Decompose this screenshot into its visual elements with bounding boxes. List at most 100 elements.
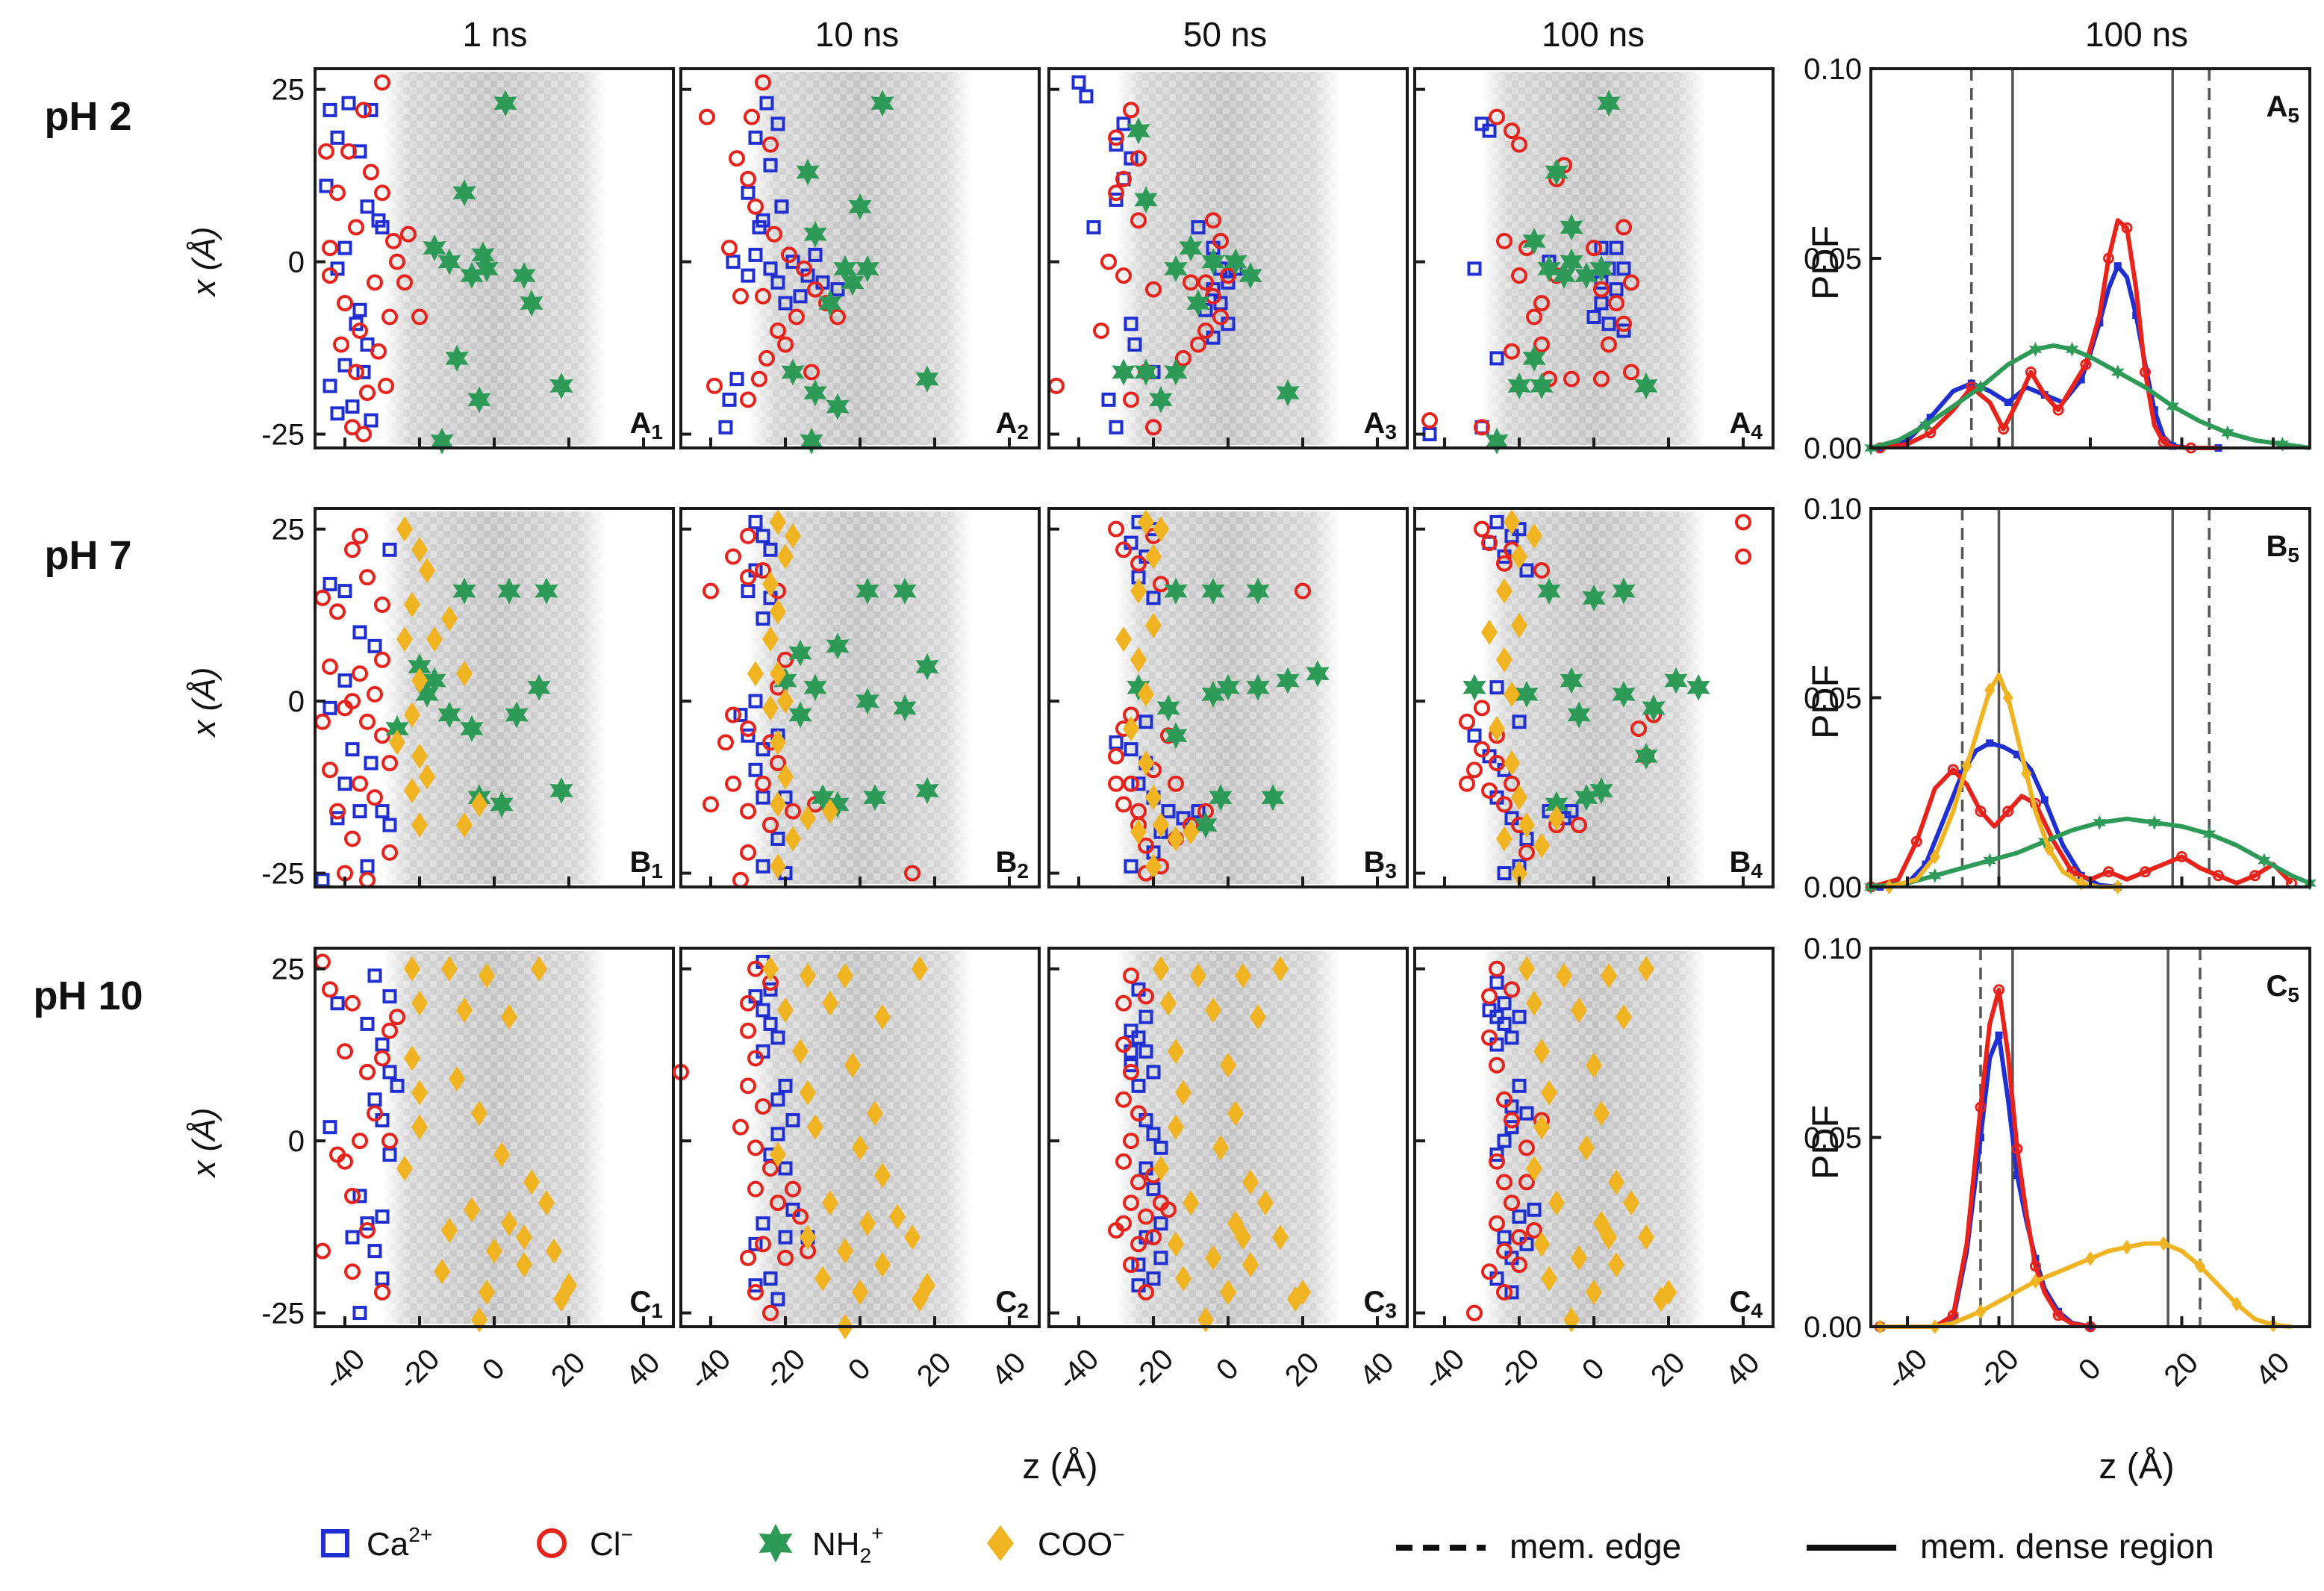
coo-point	[814, 1265, 831, 1292]
cl-point	[1504, 343, 1520, 360]
ca-point	[1146, 1127, 1161, 1142]
pdf-point	[1986, 739, 1994, 747]
cl-point	[329, 1146, 346, 1163]
panel-label-B1: B1	[630, 846, 663, 882]
cl-point	[755, 74, 771, 91]
nh-point	[1574, 784, 1598, 812]
cl-point	[1123, 1257, 1139, 1274]
cl-point	[785, 1180, 801, 1198]
pdf-point	[2140, 366, 2151, 378]
coo-point	[404, 956, 420, 982]
coo-point	[1138, 509, 1154, 535]
cl-point	[329, 803, 346, 820]
cl-point	[740, 994, 756, 1012]
series-coo-B1	[389, 516, 487, 838]
ca-point	[1512, 1009, 1527, 1024]
nh-point	[1634, 372, 1658, 399]
pdf-y-tick-label: 0.10	[1804, 933, 1862, 965]
y-tick-label: 0	[288, 1125, 305, 1158]
coo-point	[419, 764, 435, 790]
cl-point	[1115, 541, 1132, 558]
coo-point	[785, 523, 801, 549]
column-title-3: 50 ns	[1183, 15, 1268, 54]
ca-point	[330, 130, 345, 145]
cl-point	[777, 651, 794, 668]
coo-point	[419, 557, 435, 583]
cl-point	[1048, 377, 1065, 394]
scatter-x-tick-label: 40	[620, 1346, 667, 1393]
panel-subscript: 3	[1385, 420, 1397, 443]
ca-point	[323, 1120, 337, 1135]
panel-A1: 25 0 -25 A1	[261, 67, 675, 455]
cl-point	[389, 1009, 405, 1026]
cl-point	[740, 1022, 756, 1039]
legend-dense-label: mem. dense region	[1920, 1527, 2214, 1566]
coo-point	[1212, 1135, 1229, 1161]
cl-point	[725, 775, 741, 792]
cl-point	[322, 658, 338, 676]
nh-point	[1612, 577, 1636, 605]
cl-point	[732, 871, 749, 888]
ca-point	[1489, 680, 1504, 695]
pdf-point	[2132, 311, 2140, 320]
coo-point	[1518, 956, 1535, 982]
coo-point	[1227, 1100, 1244, 1127]
pdf-point	[1998, 423, 2010, 435]
pdf-point	[2231, 1296, 2242, 1312]
cl-point	[755, 1236, 771, 1253]
nh-point	[796, 158, 820, 186]
coo-point	[1489, 715, 1505, 741]
cl-point	[1511, 1229, 1527, 1246]
coo-point	[1138, 681, 1154, 707]
coo-point	[1601, 962, 1617, 988]
cl-point	[777, 336, 794, 353]
pdf-point	[1974, 379, 1987, 395]
panel-label-A2: A2	[996, 407, 1029, 443]
pdf-point	[2213, 870, 2224, 882]
panel-A3: A3	[1047, 67, 1409, 449]
nh-point	[856, 255, 879, 282]
panel-label-A5: A5	[2267, 90, 2299, 127]
nh-point	[1552, 262, 1576, 290]
cl-point	[1616, 315, 1632, 332]
cl-point	[374, 727, 390, 744]
pdf-point	[1975, 1304, 1986, 1319]
pdf-point	[2052, 1310, 2064, 1321]
coo-point	[889, 1204, 906, 1230]
cl-point	[1108, 775, 1124, 792]
scatter-x-tick-label: 40	[1719, 1346, 1766, 1393]
cl-point	[904, 865, 920, 882]
cl-point	[740, 527, 756, 544]
nh-point	[1276, 667, 1300, 694]
pdf-point	[2002, 690, 2013, 706]
scatter-x-tick-label: 20	[545, 1346, 592, 1393]
cl-point	[1115, 170, 1132, 187]
coo-point	[1175, 1080, 1191, 1106]
nh-point	[1194, 812, 1218, 838]
cl-point	[1489, 1215, 1505, 1232]
ca-point	[375, 804, 390, 819]
ca-point	[382, 989, 397, 1004]
ca-point	[1146, 1065, 1161, 1080]
cl-point	[1108, 520, 1124, 538]
ca-point	[1079, 89, 1094, 104]
coo-point	[800, 962, 816, 988]
membrane-texture	[382, 72, 606, 445]
legend-nh-marker	[758, 1524, 793, 1563]
cl-point	[1533, 336, 1550, 353]
cl-point	[740, 844, 756, 861]
cl-point	[374, 1050, 390, 1067]
cl-point	[740, 1077, 756, 1095]
nh-point	[520, 290, 543, 317]
pdf-y-tick-label: 0.10	[1804, 493, 1862, 526]
cl-point	[1145, 1229, 1162, 1246]
cl-point	[747, 1139, 764, 1156]
ca-point	[756, 611, 770, 626]
membrane-texture	[748, 72, 972, 445]
row-label-ph7: pH 7	[44, 533, 131, 578]
cl-point	[766, 225, 782, 243]
cl-point	[352, 1133, 368, 1150]
coo-point	[770, 599, 786, 625]
ca-point	[367, 968, 382, 983]
pdf-point	[2258, 853, 2271, 868]
